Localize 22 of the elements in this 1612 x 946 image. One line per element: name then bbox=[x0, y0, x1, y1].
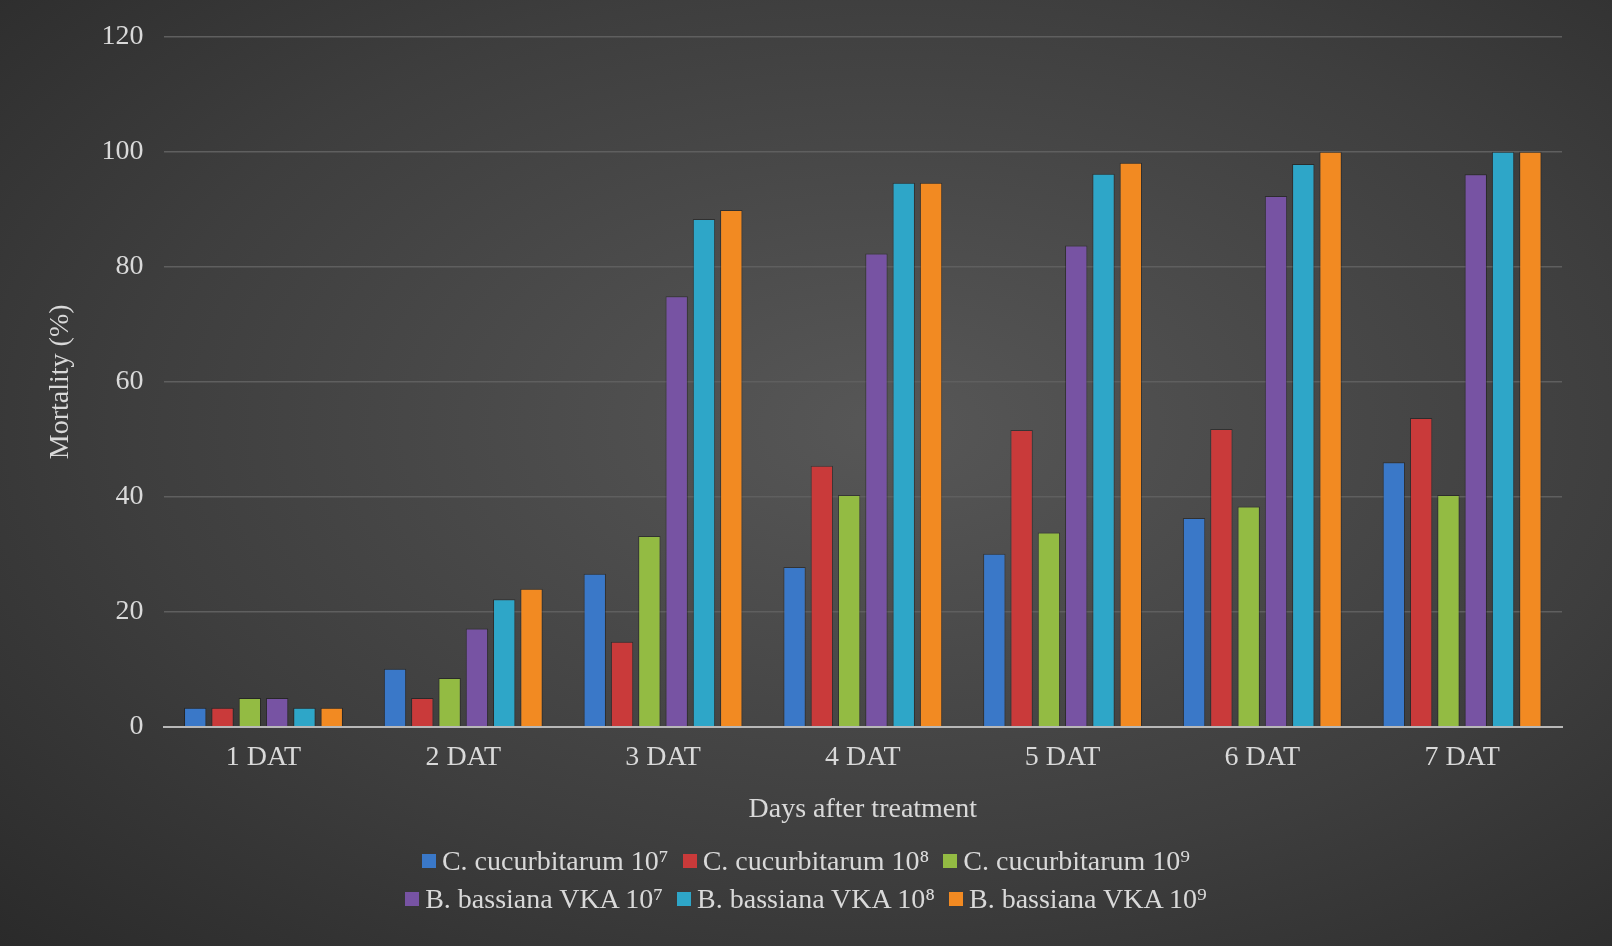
x-tick-label: 6 DAT bbox=[1224, 739, 1301, 771]
y-axis-title: Mortality (%) bbox=[43, 304, 75, 460]
legend-label: C. cucurbitarum 10⁸ bbox=[702, 845, 930, 877]
legend-label: B. bassiana VKA 10⁸ bbox=[697, 883, 935, 915]
y-tick-label: 0 bbox=[129, 709, 144, 741]
x-tick-label: 3 DAT bbox=[625, 739, 701, 771]
y-tick-label: 120 bbox=[101, 19, 144, 51]
x-tick-label: 7 DAT bbox=[1424, 739, 1500, 771]
y-tick-label: 100 bbox=[101, 134, 144, 166]
legend-label: C. cucurbitarum 10⁷ bbox=[441, 845, 669, 877]
y-tick-label: 40 bbox=[115, 479, 144, 511]
legend-label: B. bassiana VKA 10⁹ bbox=[968, 883, 1207, 915]
y-tick-label: 60 bbox=[115, 364, 144, 396]
x-tick-label: 5 DAT bbox=[1024, 739, 1101, 771]
x-tick-label: 1 DAT bbox=[225, 739, 302, 771]
y-tick-label: 80 bbox=[115, 249, 144, 281]
legend-label: B. bassiana VKA 10⁷ bbox=[425, 883, 664, 915]
x-axis-title: Days after treatment bbox=[748, 791, 978, 823]
x-tick-label: 2 DAT bbox=[425, 739, 501, 771]
x-tick-label: 4 DAT bbox=[825, 739, 901, 771]
y-tick-label: 20 bbox=[115, 594, 144, 626]
legend-label: C. cucurbitarum 10⁹ bbox=[963, 845, 1191, 877]
